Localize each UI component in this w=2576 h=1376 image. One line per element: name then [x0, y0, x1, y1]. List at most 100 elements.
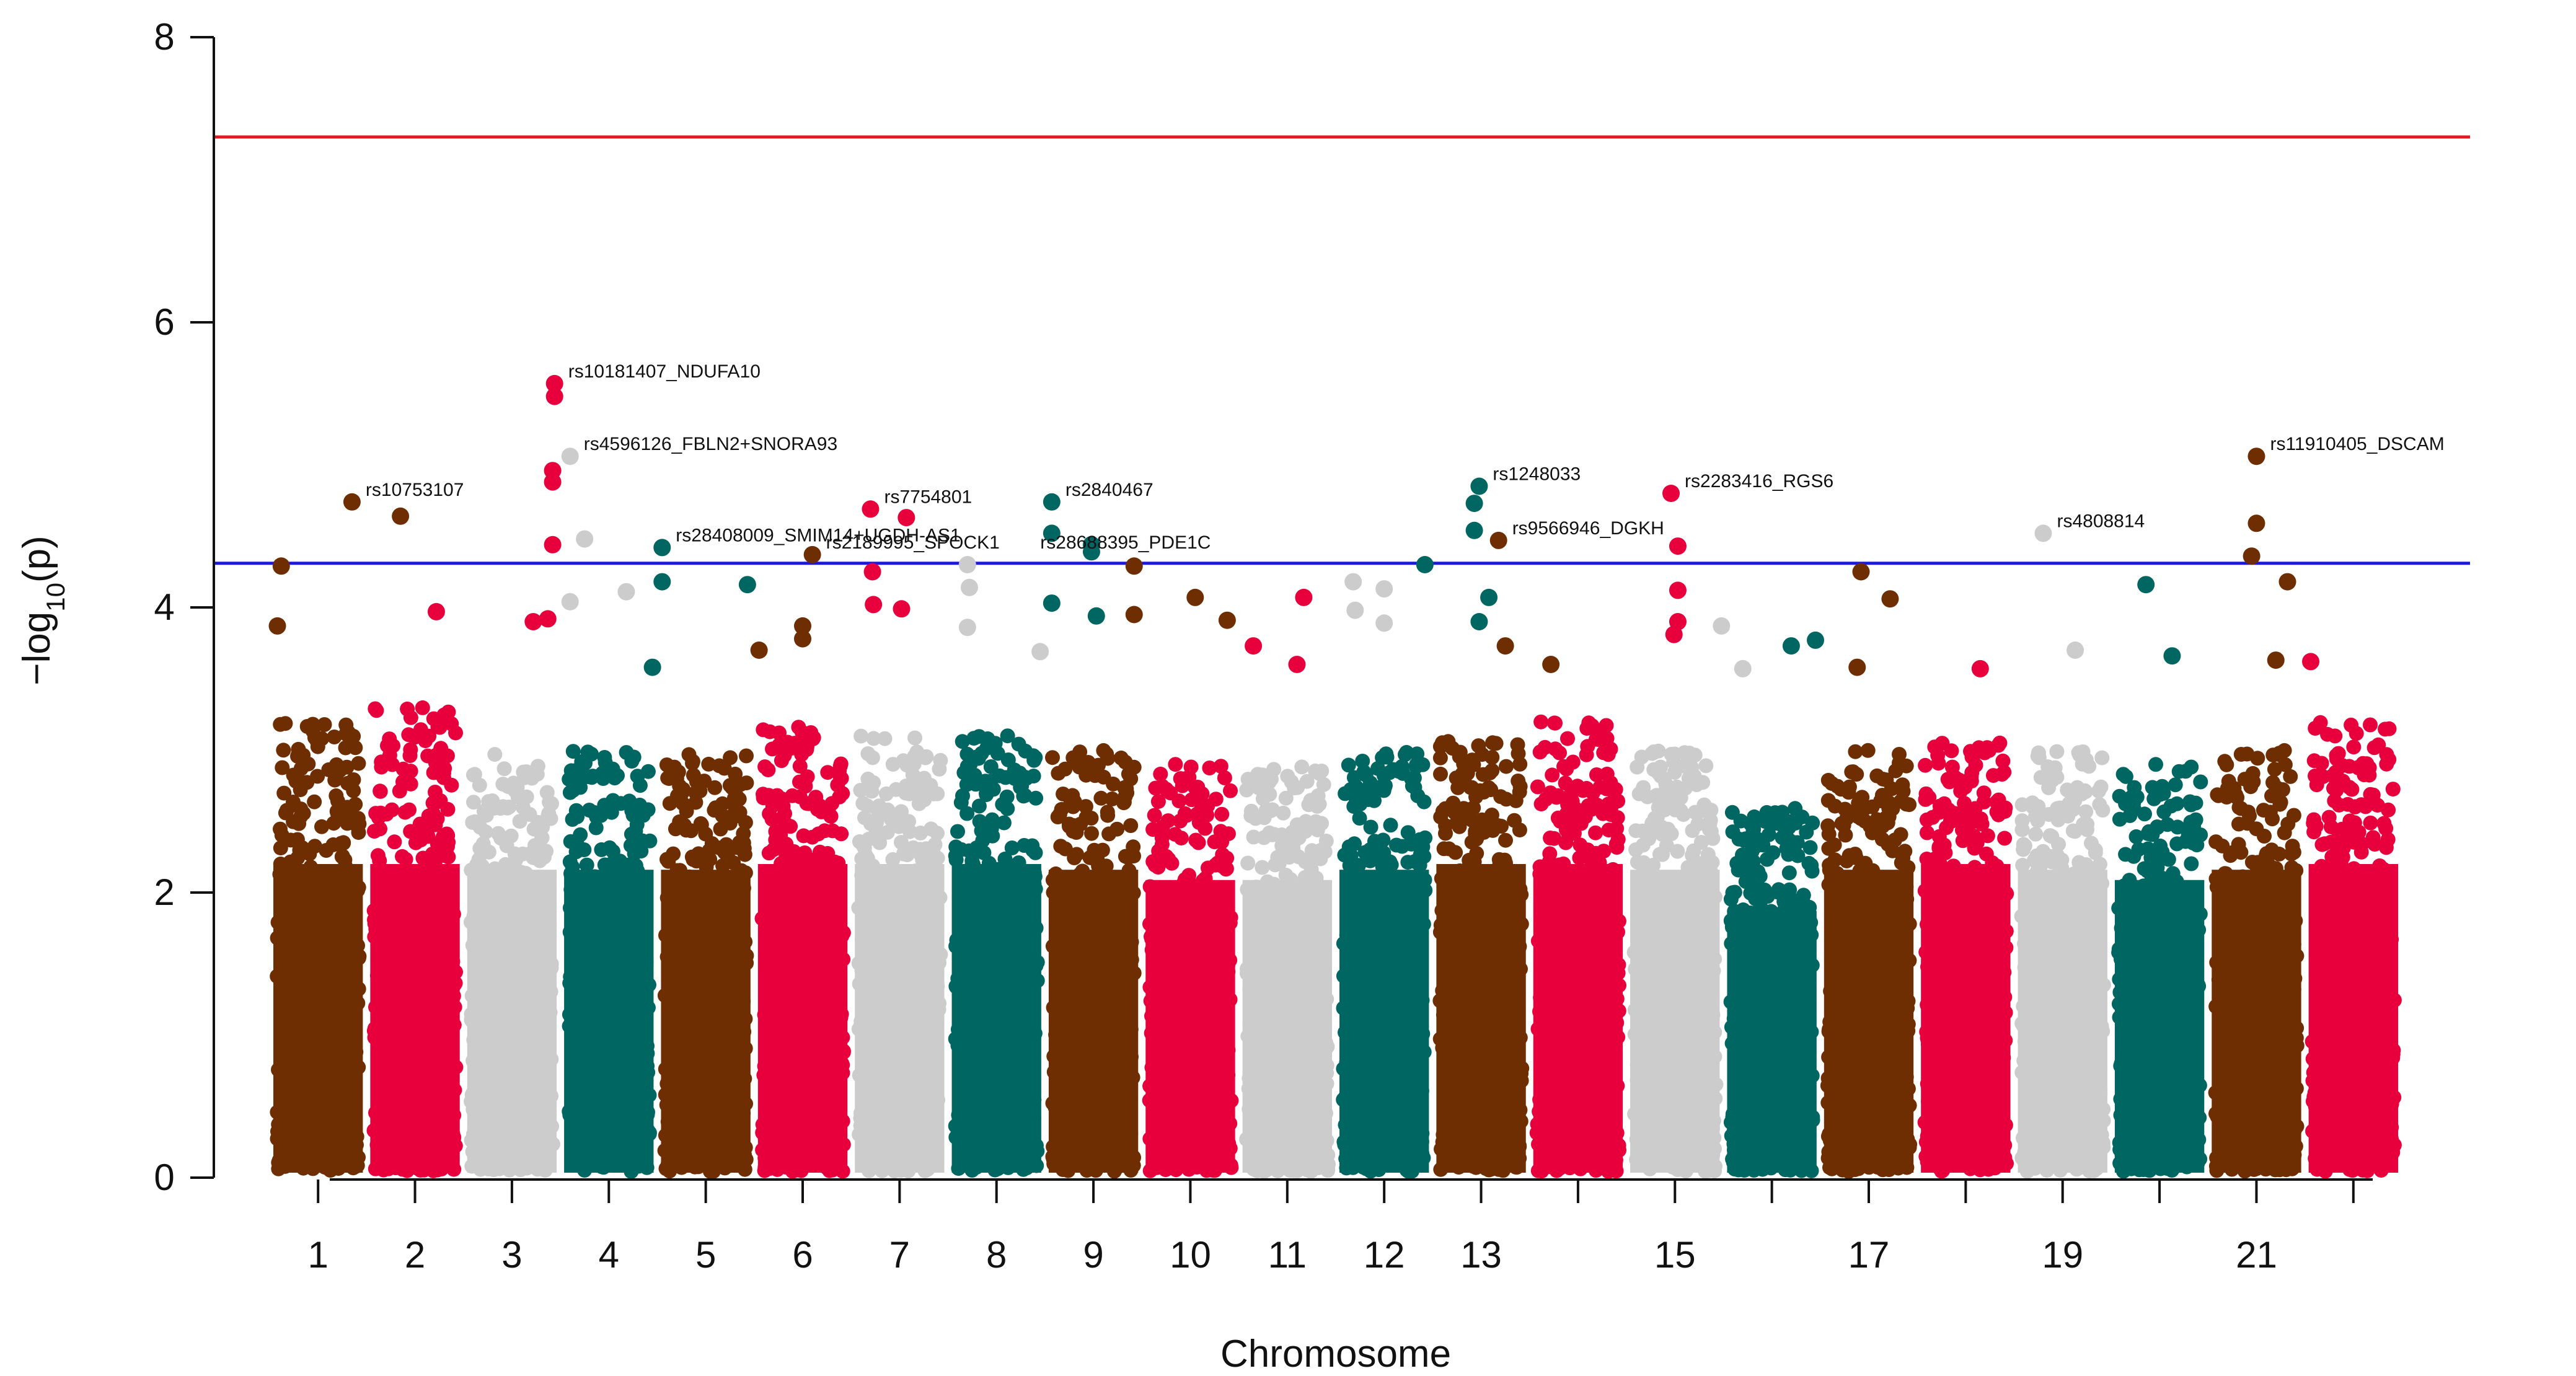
snp-point	[1436, 841, 1452, 857]
snp-point	[1385, 762, 1401, 777]
snp-point	[792, 789, 808, 805]
snp-point	[275, 760, 290, 775]
snp-point	[679, 803, 694, 819]
snp-point	[959, 777, 974, 792]
snp-point	[540, 808, 556, 823]
snp-point	[834, 826, 849, 842]
snp-point	[1369, 836, 1385, 851]
chromosome-8-band	[951, 864, 1041, 1173]
chromosome-8-points	[948, 728, 1045, 1178]
snp-point	[1264, 802, 1280, 818]
snp-point	[398, 852, 413, 867]
points-layer	[270, 700, 2402, 1179]
snp-point	[1084, 826, 1099, 841]
snp-point	[1348, 787, 1363, 803]
snp-point	[1155, 819, 1170, 835]
snp-point	[373, 783, 388, 799]
snp-point	[1208, 792, 1224, 807]
snp-point	[1406, 770, 1422, 786]
snp-point	[1045, 750, 1060, 765]
snp-point	[901, 814, 916, 829]
snp-point	[573, 764, 589, 779]
snp-point	[273, 821, 288, 837]
snp-point	[1475, 747, 1490, 762]
snp-point	[708, 800, 723, 816]
snp-point	[762, 724, 777, 739]
snp-point	[950, 824, 965, 839]
snp-point	[307, 839, 322, 854]
snp-point	[1109, 821, 1125, 837]
snp-point	[670, 788, 685, 803]
snp-point	[811, 826, 826, 842]
chromosome-9-band	[1048, 870, 1139, 1173]
snp-point	[293, 809, 309, 824]
snp-point	[885, 757, 901, 772]
snp-point	[1190, 780, 1206, 795]
snp-point	[317, 717, 332, 732]
snp-point	[1280, 769, 1295, 784]
snp-point	[425, 846, 440, 862]
snp-point	[1264, 827, 1280, 842]
snp-point	[278, 716, 293, 731]
snp-point	[403, 742, 418, 757]
snp-point	[348, 740, 363, 756]
snp-point	[327, 730, 342, 744]
snp-point	[971, 798, 987, 814]
snp-point	[685, 756, 700, 771]
snp-point	[1214, 806, 1230, 822]
snp-point	[1314, 816, 1330, 831]
snp-point	[413, 722, 428, 738]
snp-point	[1378, 746, 1394, 762]
snp-point	[395, 761, 411, 777]
snp-point	[1121, 766, 1136, 782]
snp-point	[441, 849, 456, 865]
snp-point	[273, 840, 288, 856]
snp-point	[635, 808, 651, 823]
chromosome-2-band	[370, 864, 460, 1173]
snp-point	[368, 806, 384, 821]
snp-point	[1243, 808, 1259, 824]
snp-point	[1007, 771, 1023, 786]
snp-point	[604, 805, 619, 820]
snp-point	[1485, 735, 1501, 751]
snp-point	[1093, 790, 1109, 806]
snp-point	[436, 707, 452, 723]
snp-point	[1452, 819, 1467, 834]
snp-point	[319, 843, 334, 858]
snp-point	[721, 809, 737, 825]
snp-point	[493, 801, 508, 816]
snp-point	[694, 817, 709, 832]
snp-point	[598, 755, 613, 770]
snp-point	[329, 770, 344, 785]
snp-point	[400, 701, 415, 717]
snp-point	[440, 801, 456, 817]
snp-point	[1498, 832, 1513, 848]
snp-point	[392, 783, 407, 799]
snp-point	[1025, 842, 1041, 858]
snp-point	[408, 835, 423, 850]
snp-point	[527, 838, 542, 853]
snp-point	[692, 783, 708, 799]
snp-point	[314, 819, 329, 834]
snp-point	[732, 835, 748, 850]
chromosome-2-points	[366, 700, 464, 1178]
snp-point	[1096, 769, 1111, 785]
snp-point	[339, 759, 355, 775]
chromosome-13-points	[1432, 734, 1530, 1178]
snp-point	[537, 849, 552, 865]
snp-point	[1154, 847, 1170, 862]
snp-point	[382, 741, 398, 756]
snp-point	[660, 770, 676, 786]
snp-point	[1016, 788, 1031, 804]
snp-point	[866, 731, 881, 746]
snp-point	[397, 805, 413, 820]
snp-point	[531, 819, 547, 834]
snp-point	[768, 832, 783, 848]
snp-point	[1255, 860, 1270, 875]
snp-point	[1078, 767, 1094, 783]
snp-point	[756, 787, 770, 802]
snp-point	[441, 834, 456, 850]
snp-point	[704, 836, 720, 851]
chromosome-11-band	[1242, 880, 1332, 1173]
